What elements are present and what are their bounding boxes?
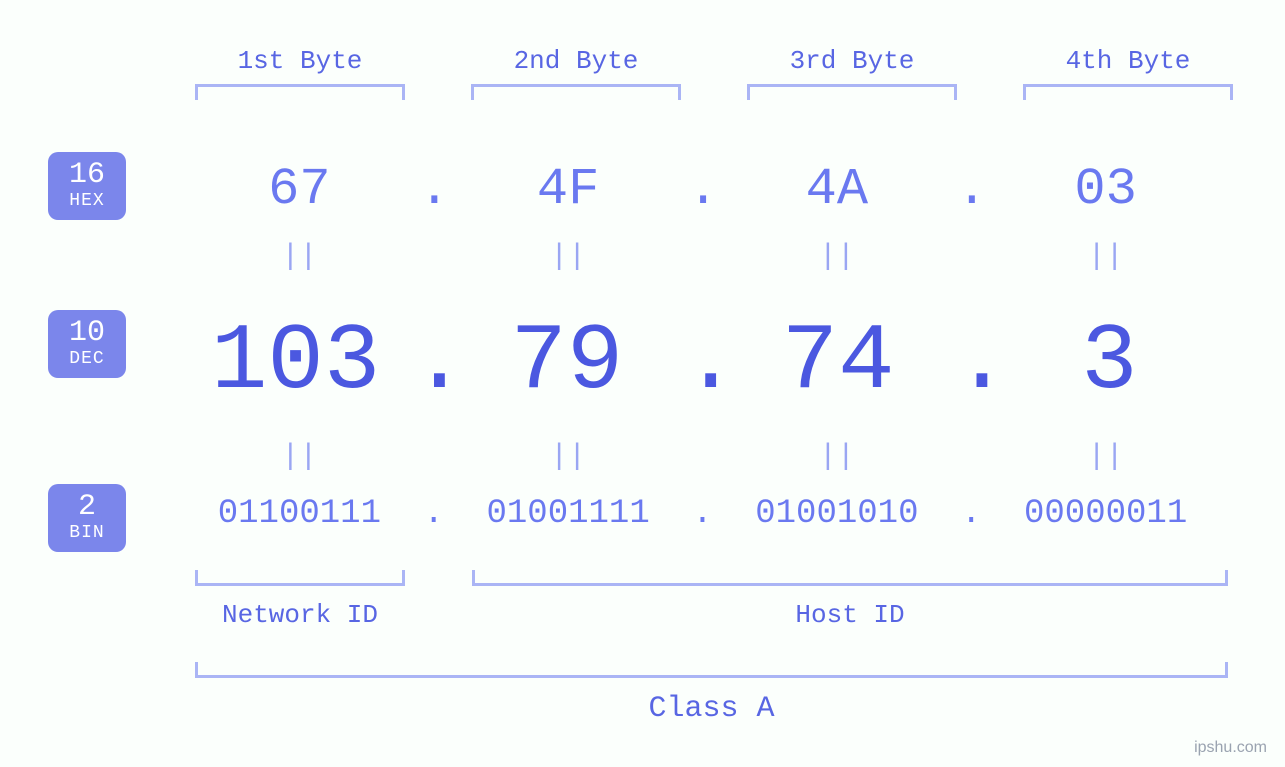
byte-label-4: 4th Byte <box>1028 46 1228 76</box>
equals-row-2: || || || || <box>180 440 1225 474</box>
bin-byte-1: 01100111 <box>180 495 419 533</box>
dec-byte-1: 103 <box>180 310 411 416</box>
host-id-bracket <box>472 570 1228 586</box>
top-bracket-4 <box>1023 84 1233 100</box>
equals-icon: || <box>718 440 957 474</box>
dot-icon: . <box>956 495 986 533</box>
byte-label-1: 1st Byte <box>200 46 400 76</box>
class-label: Class A <box>195 692 1228 726</box>
host-id-label: Host ID <box>472 600 1228 630</box>
dec-badge: 10 DEC <box>48 310 126 378</box>
equals-row-1: || || || || <box>180 240 1225 274</box>
dot-icon: . <box>688 495 718 533</box>
hex-byte-4: 03 <box>986 160 1225 219</box>
watermark: ipshu.com <box>1194 739 1267 757</box>
equals-icon: || <box>986 240 1225 274</box>
dot-icon: . <box>411 310 451 416</box>
ip-diagram: 1st Byte 2nd Byte 3rd Byte 4th Byte 16 H… <box>0 0 1285 767</box>
hex-byte-3: 4A <box>718 160 957 219</box>
hex-byte-1: 67 <box>180 160 419 219</box>
dec-byte-4: 3 <box>994 310 1225 416</box>
dot-icon: . <box>956 160 986 219</box>
bin-badge-name: BIN <box>48 524 126 542</box>
network-id-label: Network ID <box>195 600 405 630</box>
dot-icon: . <box>419 495 449 533</box>
equals-icon: || <box>180 240 419 274</box>
top-bracket-1 <box>195 84 405 100</box>
class-bracket <box>195 662 1228 678</box>
hex-badge-name: HEX <box>48 192 126 210</box>
equals-icon: || <box>180 440 419 474</box>
byte-label-2: 2nd Byte <box>476 46 676 76</box>
bin-badge: 2 BIN <box>48 484 126 552</box>
dot-icon: . <box>683 310 723 416</box>
equals-icon: || <box>449 240 688 274</box>
dot-icon: . <box>954 310 994 416</box>
hex-row: 67 . 4F . 4A . 03 <box>180 160 1225 219</box>
hex-byte-2: 4F <box>449 160 688 219</box>
bin-byte-2: 01001111 <box>449 495 688 533</box>
equals-icon: || <box>718 240 957 274</box>
top-bracket-2 <box>471 84 681 100</box>
bin-byte-4: 00000011 <box>986 495 1225 533</box>
dec-badge-name: DEC <box>48 350 126 368</box>
bin-badge-num: 2 <box>48 492 126 522</box>
dec-byte-2: 79 <box>451 310 682 416</box>
equals-icon: || <box>986 440 1225 474</box>
byte-label-3: 3rd Byte <box>752 46 952 76</box>
network-id-bracket <box>195 570 405 586</box>
dot-icon: . <box>688 160 718 219</box>
bin-row: 01100111 . 01001111 . 01001010 . 0000001… <box>180 495 1225 533</box>
dec-byte-3: 74 <box>723 310 954 416</box>
dec-row: 103 . 79 . 74 . 3 <box>180 310 1225 416</box>
hex-badge: 16 HEX <box>48 152 126 220</box>
equals-icon: || <box>449 440 688 474</box>
dec-badge-num: 10 <box>48 318 126 348</box>
top-bracket-3 <box>747 84 957 100</box>
hex-badge-num: 16 <box>48 160 126 190</box>
dot-icon: . <box>419 160 449 219</box>
bin-byte-3: 01001010 <box>718 495 957 533</box>
